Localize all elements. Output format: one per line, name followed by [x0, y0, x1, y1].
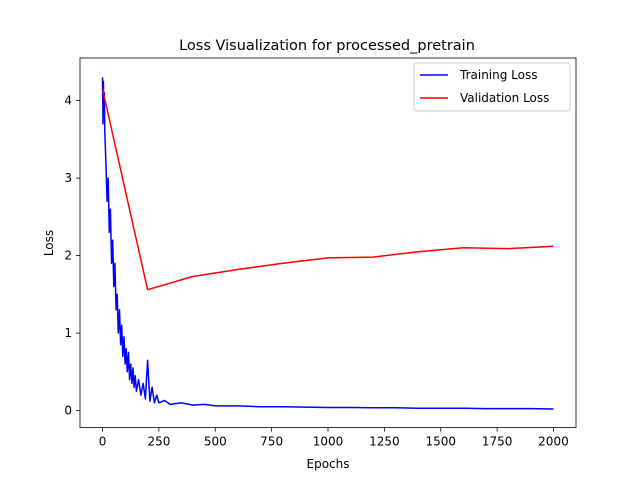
- x-tick-label: 1000: [313, 435, 344, 449]
- y-tick-label: 0: [64, 404, 72, 418]
- x-tick-label: 0: [99, 435, 107, 449]
- legend-box: [413, 62, 571, 112]
- x-tick-label: 750: [260, 435, 283, 449]
- y-axis-ticks: 0 1 2 3 4: [64, 94, 80, 418]
- y-tick-label: 1: [64, 326, 72, 340]
- y-tick-label: 3: [64, 171, 72, 185]
- legend-label-training: Training Loss: [459, 68, 537, 82]
- x-tick-label: 2000: [538, 435, 569, 449]
- x-tick-label: 1250: [369, 435, 400, 449]
- y-tick-label: 4: [64, 94, 72, 108]
- x-tick-label: 1750: [482, 435, 513, 449]
- legend-label-validation: Validation Loss: [460, 91, 549, 105]
- validation-loss-line: [101, 88, 554, 291]
- training-loss-line: [101, 77, 554, 410]
- x-tick-label: 250: [147, 435, 170, 449]
- x-tick-label: 1500: [425, 435, 456, 449]
- plot-lines: [101, 77, 554, 410]
- axes-frame: [79, 57, 577, 429]
- x-tick-label: 500: [204, 435, 227, 449]
- x-axis-ticks: 0 250 500 750 1000 1250 1500 1750 2000: [99, 427, 569, 449]
- legend: Training Loss Validation Loss: [413, 62, 571, 112]
- y-axis-label: Loss: [42, 230, 56, 256]
- y-tick-label: 2: [64, 249, 72, 263]
- x-axis-label: Epochs: [307, 457, 350, 471]
- chart-title: Loss Visualization for processed_pretrai…: [179, 38, 475, 54]
